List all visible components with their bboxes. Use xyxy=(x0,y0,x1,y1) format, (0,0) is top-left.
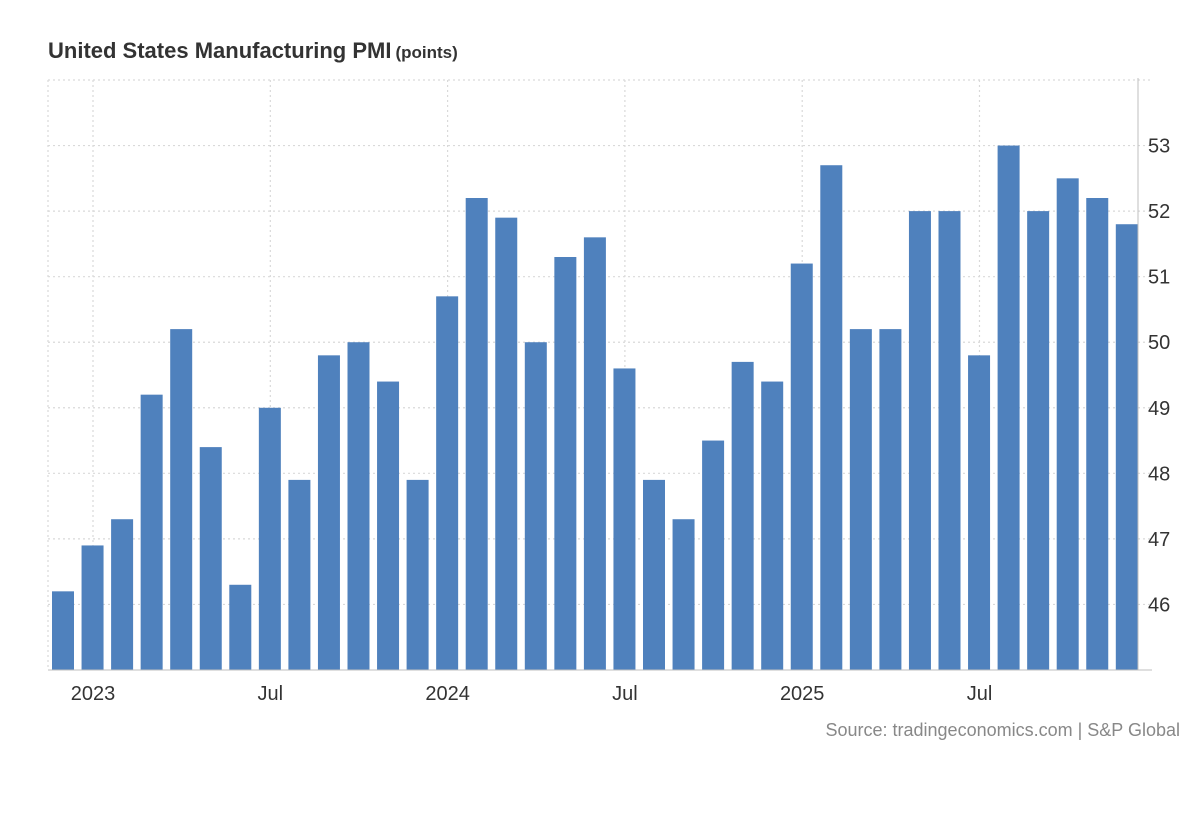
bar[interactable]: Jul 2024: 51.6 xyxy=(583,237,606,671)
chart-title-block: United States Manufacturing PMI (points) xyxy=(48,38,458,64)
bar[interactable]: Oct 2025: 52 xyxy=(1027,211,1050,670)
x-tick-label: Jul xyxy=(612,683,638,705)
bar[interactable]: Feb 2023: 46.9 xyxy=(81,545,104,670)
chart-unit: (points) xyxy=(395,43,458,62)
y-tick-label: 50 xyxy=(1148,332,1170,354)
bar[interactable]: Jan 2024: 47.9 xyxy=(406,479,429,670)
bar[interactable]: Aug 2025: 49.8 xyxy=(968,355,991,670)
bar[interactable]: Jun 2025: 52 xyxy=(908,211,931,670)
bar[interactable]: May 2025: 50.2 xyxy=(879,329,902,670)
x-tick-label: 2025 xyxy=(780,683,825,705)
bar[interactable]: Aug 2024: 49.6 xyxy=(613,368,636,670)
bar[interactable]: Feb 2025: 51.2 xyxy=(790,263,813,670)
bar[interactable]: May 2023: 50.2 xyxy=(170,329,193,670)
bar[interactable]: Feb 2024: 50.7 xyxy=(436,296,459,670)
bar[interactable]: Sep 2024: 47.9 xyxy=(643,479,665,670)
source-credit: Source: tradingeconomics.com | S&P Globa… xyxy=(825,720,1180,740)
bar[interactable]: Jun 2024: 51.3 xyxy=(554,257,577,670)
y-tick-label: 48 xyxy=(1148,463,1170,485)
bar[interactable]: Nov 2023: 50 xyxy=(347,342,370,670)
y-tick-label: 47 xyxy=(1148,529,1170,551)
bar[interactable]: Nov 2025: 52.5 xyxy=(1056,178,1079,671)
x-tick-label: 2024 xyxy=(425,683,470,705)
bar[interactable]: Apr 2023: 49.2 xyxy=(140,394,163,670)
bar[interactable]: Mar 2025: 52.7 xyxy=(820,165,843,670)
x-tick-label: Jul xyxy=(258,683,284,705)
bar[interactable]: Oct 2023: 49.8 xyxy=(317,355,340,670)
bar[interactable]: Dec 2023: 49.4 xyxy=(377,381,400,670)
chart-title: United States Manufacturing PMI xyxy=(48,38,392,63)
bar[interactable]: Nov 2024: 48.5 xyxy=(702,440,725,670)
bar-layer: Jan 2023: 46.2 Feb 2023: 46.9 Mar 2023: 47… xyxy=(52,145,1138,671)
bar[interactable]: Mar 2023: 47.3 xyxy=(111,519,134,670)
bar[interactable]: Sep 2023: 47.9 xyxy=(288,479,311,670)
bar[interactable]: Jun 2023: 48.4 xyxy=(199,447,222,670)
y-tick-label: 51 xyxy=(1148,267,1170,289)
bar[interactable]: May 2024: 50 xyxy=(524,342,547,670)
bar[interactable]: Dec 2024: 49.7 xyxy=(731,361,754,670)
bar[interactable]: Jul 2023: 46.3 xyxy=(229,584,252,670)
bar[interactable]: Apr 2024: 51.9 xyxy=(495,217,518,670)
x-tick-label: Jul xyxy=(967,683,993,705)
y-tick-label: 46 xyxy=(1148,594,1170,616)
tick-label-layer: 46 47 48 49 50 51 52 53 2023 Jul 2024 Jul 2025 Jul xyxy=(71,136,1171,705)
bar[interactable]: Sep 2025: 53 xyxy=(997,145,1020,671)
bar[interactable]: Aug 2023: 49 xyxy=(258,407,281,670)
bar[interactable]: Oct 2024: 47.3 xyxy=(672,519,695,670)
bar[interactable]: Mar 2024: 52.2 xyxy=(465,198,488,670)
x-tick-label: 2023 xyxy=(71,683,116,705)
bar[interactable]: Jan 2023: 46.2 xyxy=(52,591,74,670)
y-tick-label: 52 xyxy=(1148,201,1170,223)
bar[interactable]: Apr 2025: 50.2 xyxy=(849,329,872,670)
bar[interactable]: Dec 2025: 52.2 xyxy=(1086,198,1109,670)
bar[interactable]: Jul 2025: 52 xyxy=(938,211,961,670)
axis-layer xyxy=(48,78,1152,671)
y-tick-label: 49 xyxy=(1148,398,1170,420)
bar[interactable]: Jan 2026: 51.8 xyxy=(1115,224,1138,670)
bar[interactable]: Jan 2025: 49.4 xyxy=(761,381,784,670)
y-tick-label: 53 xyxy=(1148,136,1170,158)
